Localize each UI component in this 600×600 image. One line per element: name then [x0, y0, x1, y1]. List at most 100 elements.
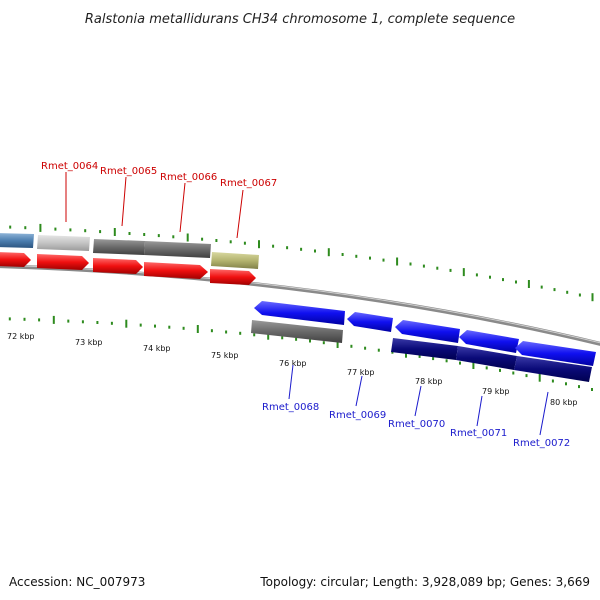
feature-darkgray-2[interactable] [144, 241, 211, 258]
gene-arrow-rmet-0070[interactable] [395, 320, 460, 343]
feature-lightgray[interactable] [37, 235, 90, 251]
gene-arrow-rmet-0069[interactable] [347, 312, 393, 332]
tick-mark-outer [422, 264, 425, 268]
tick-mark-outer [382, 258, 385, 262]
tick-mark-inner [139, 323, 142, 327]
tick-mark-inner [525, 374, 528, 378]
gene-arrow-forward[interactable] [0, 252, 31, 267]
tick-mark-outer [54, 227, 57, 231]
tick-mark-inner [182, 326, 185, 330]
gene-arrow-rmet-0064[interactable] [37, 254, 89, 270]
tick-mark-outer [300, 247, 303, 251]
tick-mark-outer [201, 237, 204, 241]
tick-mark-inner [239, 331, 242, 335]
tick-mark-outer [157, 234, 160, 238]
tick-label-80kbp: 80 kbp [550, 398, 578, 407]
feature-navy-1[interactable] [391, 338, 458, 360]
tick-mark-inner [281, 336, 284, 340]
tick-mark-inner [38, 318, 41, 322]
tick-mark-inner [377, 348, 380, 352]
topology-summary: Topology: circular; Length: 3,928,089 bp… [259, 575, 590, 589]
gene-label-rmet-0065[interactable]: Rmet_0065 [100, 166, 157, 177]
tick-mark-inner [23, 317, 26, 321]
tick-mark-inner [578, 385, 580, 389]
gene-arrow-rmet-0072[interactable] [515, 341, 596, 366]
feature-olive[interactable] [211, 252, 259, 269]
gene-arrow-rmet-0066[interactable] [144, 262, 208, 279]
tick-mark-outer [475, 273, 478, 277]
tick-mark-inner [499, 368, 501, 372]
tick-mark-inner [309, 339, 311, 343]
tick-mark-outer [186, 233, 189, 242]
tick-label-75kbp: 75 kbp [211, 351, 239, 360]
gene-arrow-rmet-0068[interactable] [254, 301, 345, 325]
tick-marks [8, 223, 594, 391]
tick-mark-outer [113, 228, 116, 236]
feature-darkgray-1[interactable] [93, 239, 145, 255]
tick-mark-inner [391, 350, 394, 354]
tick-mark-inner [565, 382, 567, 386]
gene-label-rmet-0069[interactable]: Rmet_0069 [329, 410, 386, 421]
feature-navy-2[interactable] [456, 346, 517, 370]
tick-mark-inner [485, 366, 488, 370]
gene-label-rmet-0066[interactable]: Rmet_0066 [160, 172, 217, 183]
reverse-gene-labels: Rmet_0068 Rmet_0069 Rmet_0070 Rmet_0071 … [262, 364, 570, 449]
gene-label-rmet-0072[interactable]: Rmet_0072 [513, 438, 570, 449]
tick-mark-inner [210, 329, 213, 333]
tick-mark-outer [578, 293, 581, 297]
tick-mark-outer [258, 240, 260, 249]
tick-mark-inner [512, 371, 515, 375]
gene-label-rmet-0071[interactable]: Rmet_0071 [450, 428, 507, 439]
feature-steelblue[interactable] [0, 233, 34, 248]
tick-mark-outer [39, 223, 42, 232]
gene-arrow-rmet-0071[interactable] [459, 330, 519, 353]
tick-mark-outer [272, 244, 275, 248]
forward-features [0, 233, 259, 269]
feature-darkgray-3[interactable] [251, 320, 343, 343]
tick-mark-outer [462, 268, 465, 277]
tick-mark-outer [489, 275, 491, 279]
tick-mark-outer [314, 249, 316, 253]
gene-label-rmet-0070[interactable]: Rmet_0070 [388, 419, 445, 430]
tick-mark-inner [336, 340, 339, 348]
tick-mark-inner [154, 324, 156, 328]
tick-mark-inner [350, 344, 353, 348]
gene-label-rmet-0067[interactable]: Rmet_0067 [220, 178, 277, 189]
tick-mark-inner [322, 341, 325, 345]
tick-mark-outer [566, 290, 569, 294]
tick-mark-inner [81, 320, 84, 324]
tick-mark-outer [99, 230, 102, 234]
tick-mark-outer [409, 262, 412, 266]
gene-arrow-rmet-0065[interactable] [93, 258, 143, 274]
tick-mark-outer [449, 268, 452, 272]
tick-mark-outer [436, 266, 439, 270]
tick-mark-outer [515, 280, 517, 284]
axis-labels: 72 kbp 73 kbp 74 kbp 75 kbp 76 kbp 77 kb… [7, 332, 578, 407]
tick-label-79kbp: 79 kbp [482, 387, 510, 396]
map-title: Ralstonia metallidurans CH34 chromosome … [85, 12, 515, 27]
tick-label-73kbp: 73 kbp [75, 338, 103, 347]
tick-mark-inner [196, 325, 199, 333]
tick-mark-outer [355, 254, 358, 258]
tick-mark-outer [143, 233, 146, 236]
tick-mark-outer [229, 240, 232, 244]
tick-mark-inner [432, 357, 435, 361]
tick-mark-outer [24, 226, 27, 230]
gene-label-rmet-0064[interactable]: Rmet_0064 [41, 161, 98, 172]
tick-mark-inner [52, 315, 55, 324]
gene-label-rmet-0068[interactable]: Rmet_0068 [262, 402, 319, 413]
feature-navy-3[interactable] [514, 356, 592, 382]
tick-label-77kbp: 77 kbp [347, 368, 375, 377]
tick-mark-outer [69, 228, 72, 232]
tick-mark-inner [110, 321, 113, 325]
tick-mark-outer [396, 257, 399, 266]
chromosome-backbone [0, 264, 600, 346]
tick-mark-inner [8, 317, 11, 321]
tick-mark-inner [295, 337, 298, 341]
tick-label-72kbp: 72 kbp [7, 332, 35, 341]
gene-arrow-rmet-0067[interactable] [210, 269, 256, 285]
tick-mark-outer [9, 225, 12, 229]
reverse-features [251, 320, 592, 382]
tick-mark-outer [502, 278, 504, 282]
